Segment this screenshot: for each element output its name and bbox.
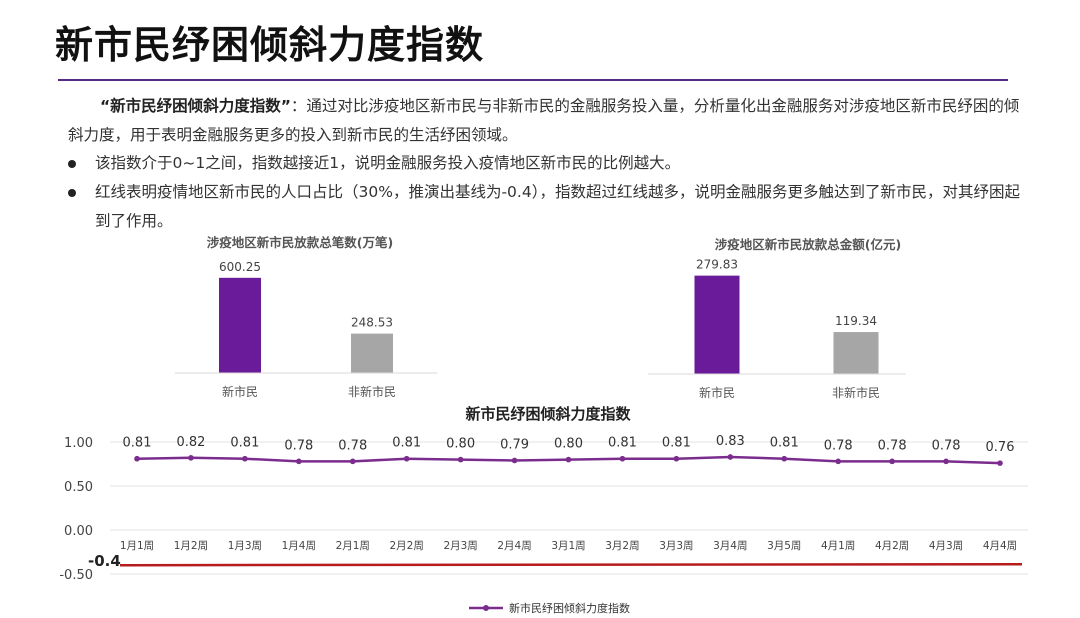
- x-tick-label: 3月2周: [605, 540, 639, 552]
- x-tick-label: 1月2周: [174, 540, 208, 552]
- data-point: [296, 458, 302, 465]
- x-tick-label: 3月5周: [767, 540, 801, 552]
- y-tick-label: 1.00: [64, 436, 93, 451]
- intro-text: ：通过对比涉疫地区新市民与非新市民的金融服务投入量，分析量化出金融服务对涉疫地区…: [68, 97, 1020, 144]
- x-tick-label: 2月2周: [390, 540, 424, 552]
- data-label: 0.81: [662, 436, 691, 451]
- data-point: [997, 460, 1003, 466]
- x-tick-label: 3月1周: [551, 540, 585, 552]
- bar-category-label: 新市民: [699, 385, 735, 400]
- bar-value-label: 248.53: [351, 316, 393, 330]
- bullet-dot-icon: [68, 189, 76, 197]
- x-tick-label: 4月1周: [821, 540, 855, 552]
- data-point: [619, 455, 626, 462]
- y-tick-label: -0.50: [59, 568, 93, 583]
- bar-category-label: 新市民: [222, 384, 258, 399]
- data-point: [889, 458, 895, 465]
- x-tick-label: 2月1周: [336, 540, 370, 552]
- data-label: 0.82: [176, 435, 205, 450]
- data-label: 0.81: [770, 436, 799, 451]
- data-point: [188, 455, 194, 461]
- x-tick-label: 2月3周: [443, 540, 477, 552]
- data-point: [673, 455, 680, 462]
- data-label: 0.79: [500, 437, 529, 452]
- data-label: 0.83: [716, 434, 745, 449]
- bar-1-1: [219, 277, 261, 373]
- legend-label: 新市民纾困倾斜力度指数: [509, 601, 630, 615]
- intro-term: “新市民纾困倾斜力度指数”: [100, 97, 291, 115]
- data-label: 0.78: [824, 438, 853, 453]
- data-point: [511, 457, 518, 464]
- bar-chart-1-title: 涉疫地区新市民放款总笔数(万笔): [207, 235, 393, 250]
- data-point: [835, 458, 841, 465]
- data-label: 0.78: [338, 438, 367, 453]
- x-tick-label: 1月4周: [282, 540, 316, 552]
- bullet-text-1: 该指数介于0~1之间，指数越接近1，说明金融服务投入疫情地区新市民的比例越大。: [95, 154, 681, 172]
- data-label: 0.78: [284, 438, 313, 453]
- line-chart-title: 新市民纾困倾斜力度指数: [465, 405, 631, 423]
- data-point: [943, 458, 949, 465]
- y-tick-label: 0.00: [64, 524, 93, 539]
- bar-value-label: 600.25: [219, 260, 261, 274]
- data-point: [242, 455, 248, 462]
- data-label: 0.81: [123, 436, 152, 451]
- data-point: [781, 455, 788, 462]
- bar-2-2: [833, 332, 879, 374]
- bar-value-label: 119.34: [835, 314, 877, 328]
- x-tick-label: 4月3周: [929, 540, 963, 552]
- title-divider: [58, 79, 1008, 81]
- data-label: 0.78: [878, 438, 907, 453]
- data-label: 0.76: [986, 440, 1015, 455]
- data-label: 0.81: [230, 436, 259, 451]
- bar-1-2: [351, 333, 393, 373]
- data-label: 0.78: [932, 438, 961, 453]
- data-label: 0.80: [446, 437, 475, 452]
- data-label: 0.81: [392, 436, 421, 451]
- x-tick-label: 1月1周: [120, 540, 154, 552]
- x-tick-label: 4月4周: [983, 540, 1017, 552]
- intro-paragraph: “新市民纾困倾斜力度指数”：通过对比涉疫地区新市民与非新市民的金融服务投入量，分…: [68, 92, 1028, 150]
- bar-category-label: 非新市民: [348, 384, 396, 399]
- bullet-item-2: 红线表明疫情地区新市民的人口占比（30%，推演出基线为-0.4），指数超过红线越…: [68, 178, 1028, 236]
- data-label: 0.81: [608, 436, 637, 451]
- data-point: [403, 455, 410, 462]
- legend-marker-icon: [483, 605, 489, 611]
- data-label: 0.80: [554, 437, 583, 452]
- baseline-line: [119, 562, 1023, 567]
- x-tick-label: 3月3周: [659, 540, 693, 552]
- bullet-dot-icon: [68, 160, 76, 168]
- x-tick-label: 1月3周: [228, 540, 262, 552]
- y-tick-label: 0.50: [64, 480, 93, 495]
- data-point: [349, 458, 356, 465]
- page-title: 新市民纾困倾斜力度指数: [55, 23, 485, 67]
- baseline-label: -0.4: [88, 552, 121, 570]
- x-tick-label: 2月4周: [497, 540, 531, 552]
- data-point: [134, 455, 140, 462]
- bar-category-label: 非新市民: [832, 385, 880, 400]
- bullet-text-2: 红线表明疫情地区新市民的人口占比（30%，推演出基线为-0.4），指数超过红线越…: [95, 183, 1020, 230]
- bar-value-label: 279.83: [696, 258, 738, 272]
- x-tick-label: 4月2周: [875, 540, 909, 552]
- bullet-item-1: 该指数介于0~1之间，指数越接近1，说明金融服务投入疫情地区新市民的比例越大。: [68, 149, 1028, 178]
- data-point: [565, 456, 572, 463]
- bar-2-1: [694, 275, 740, 374]
- x-tick-label: 3月4周: [713, 540, 747, 552]
- data-point: [457, 456, 464, 463]
- data-point: [727, 454, 734, 460]
- bar-chart-2-title: 涉疫地区新市民放款总金额(亿元): [715, 237, 901, 252]
